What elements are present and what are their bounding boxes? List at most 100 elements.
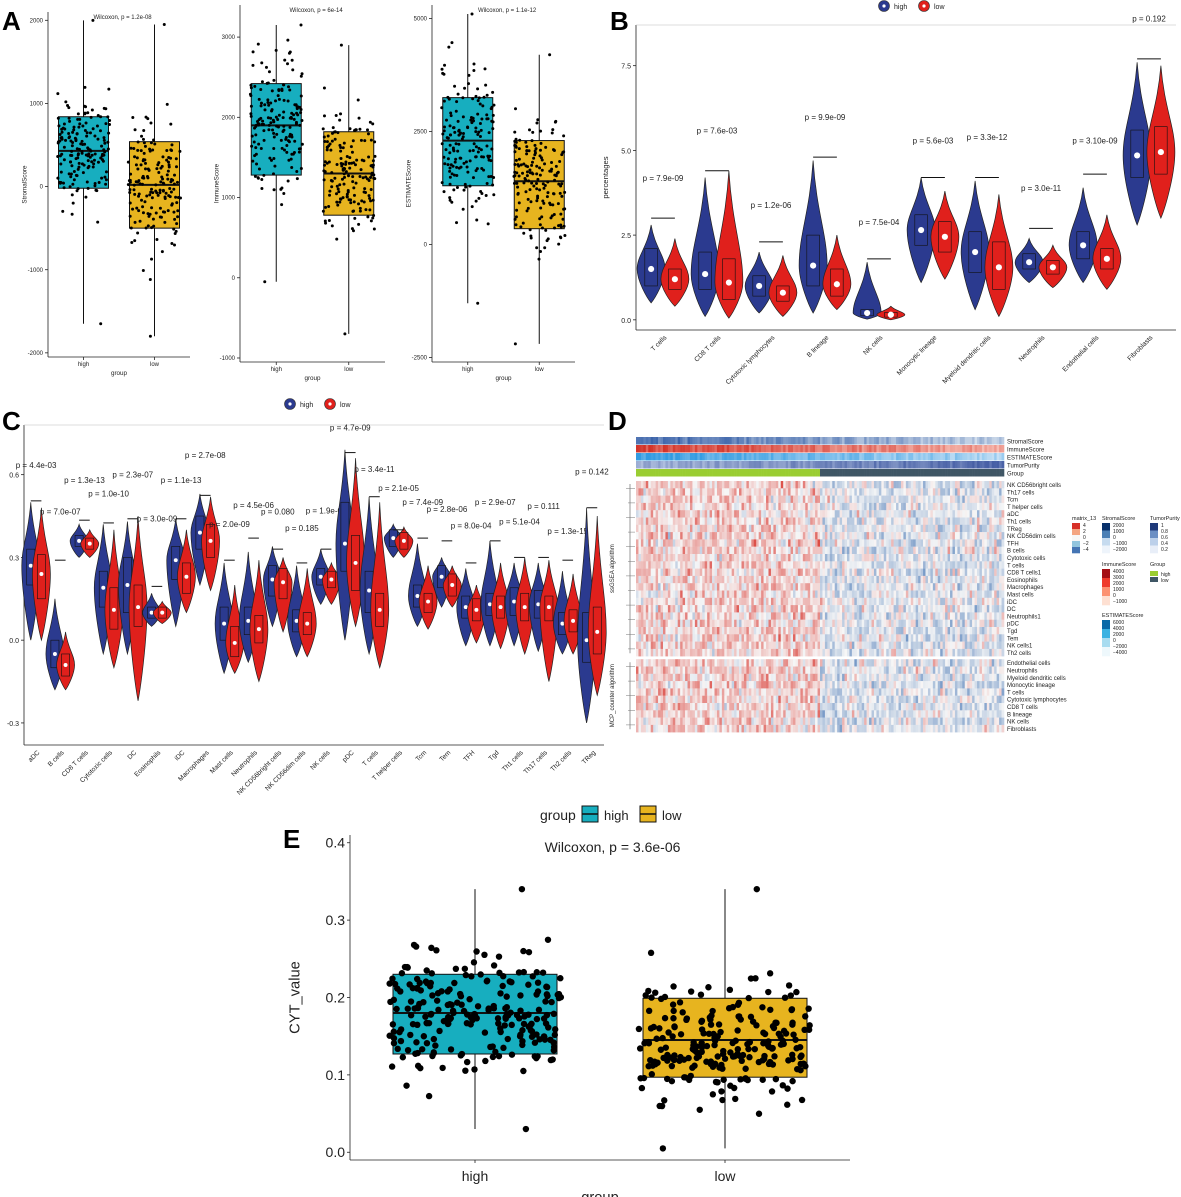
heatmap-cell xyxy=(783,546,786,555)
annotation-cell xyxy=(736,469,740,477)
heatmap-cell xyxy=(930,583,934,591)
heatmap-cell xyxy=(883,575,887,584)
heatmap-cell xyxy=(989,546,993,555)
heatmap-cell xyxy=(893,488,897,496)
data-point-low xyxy=(542,186,546,190)
heatmap-cell xyxy=(645,554,649,562)
heatmap-cell xyxy=(923,510,926,518)
annotation-cell xyxy=(915,437,919,445)
heatmap-cell xyxy=(878,539,882,547)
data-point-low xyxy=(367,194,371,198)
data-point-low xyxy=(140,198,144,202)
heatmap-cell xyxy=(741,481,745,489)
heatmap-cell xyxy=(790,495,794,504)
violin-median-high xyxy=(294,618,299,623)
heatmap-cell xyxy=(675,481,679,489)
heatmap-cell xyxy=(748,590,752,598)
annotation-cell xyxy=(660,437,664,445)
heatmap-cell xyxy=(871,590,875,598)
heatmap-cell xyxy=(712,546,715,555)
heatmap-cell xyxy=(667,524,671,533)
heatmap-cell xyxy=(736,590,740,598)
heatmap-cell xyxy=(638,554,642,562)
y-tick-label: 0 xyxy=(424,243,428,249)
heatmap-cell xyxy=(729,597,732,606)
annotation-cell xyxy=(741,469,745,477)
heatmap-cell xyxy=(915,481,919,489)
heatmap-cell xyxy=(655,575,659,584)
annotation-cell xyxy=(972,469,975,477)
heatmap-cell xyxy=(643,539,647,547)
heatmap-cell xyxy=(712,481,715,489)
data-point-high xyxy=(71,182,75,186)
heatmap-cell xyxy=(687,488,691,496)
heatmap-cell xyxy=(950,583,953,591)
violin-box-high xyxy=(806,234,820,287)
heatmap-cell xyxy=(797,495,801,504)
heatmap-cell xyxy=(989,583,993,591)
heatmap-cell xyxy=(829,590,833,598)
heatmap-cell xyxy=(795,488,799,496)
heatmap-cell xyxy=(896,495,899,504)
heatmap-cell xyxy=(962,539,966,547)
data-point-high xyxy=(290,133,294,137)
annotation-cell xyxy=(694,461,698,469)
annotation-cell xyxy=(800,469,804,477)
heatmap-cell xyxy=(979,488,983,496)
heatmap-cell xyxy=(977,510,980,518)
heatmap-cell xyxy=(974,546,978,555)
data-point-high xyxy=(263,280,267,284)
heatmap-cell xyxy=(925,568,929,577)
heatmap-cell xyxy=(913,495,916,504)
heatmap-cell xyxy=(903,554,907,562)
heatmap-cell xyxy=(996,605,1000,613)
heatmap-cell xyxy=(756,539,759,547)
annotation-cell xyxy=(940,453,943,461)
heatmap-cell xyxy=(827,502,831,511)
data-point-low xyxy=(161,210,165,214)
annotation-cell xyxy=(923,437,926,445)
heatmap-cell xyxy=(812,605,816,613)
heatmap-cell xyxy=(861,568,865,577)
heatmap-cell xyxy=(800,568,804,577)
heatmap-cell xyxy=(648,597,652,606)
legend-key-dot xyxy=(288,402,292,406)
annotation-cell xyxy=(653,461,656,469)
heatmap-cell xyxy=(721,481,725,489)
annotation-cell xyxy=(854,453,858,461)
legend-key-dot xyxy=(882,4,886,8)
annotation-cell xyxy=(829,437,833,445)
heatmap-cell xyxy=(672,488,676,496)
heatmap-cell xyxy=(805,524,809,533)
heatmap-cell xyxy=(846,532,850,540)
heatmap-cell xyxy=(942,510,946,518)
data-point-low xyxy=(539,250,543,254)
heatmap-cell xyxy=(989,488,993,496)
heatmap-cell xyxy=(981,568,985,577)
heatmap-cell xyxy=(915,517,919,525)
heatmap-cell xyxy=(714,488,718,496)
heatmap-cell xyxy=(851,568,855,577)
heatmap-cell xyxy=(950,575,953,584)
data-point-high xyxy=(256,42,260,46)
heatmap-cell xyxy=(832,488,836,496)
annotation-cell xyxy=(768,437,772,445)
heatmap-cell xyxy=(832,517,836,525)
heatmap-cell xyxy=(655,612,659,620)
annotation-cell xyxy=(866,445,870,453)
heatmap-cell xyxy=(739,539,742,547)
heatmap-cell xyxy=(817,488,821,496)
heatmap-cell xyxy=(964,583,968,591)
heatmap-cell xyxy=(741,495,745,504)
annotation-cell xyxy=(908,461,912,469)
heatmap-cell xyxy=(898,561,902,569)
heatmap-cell xyxy=(800,488,804,496)
heatmap-cell xyxy=(692,481,696,489)
heatmap-cell xyxy=(805,481,809,489)
heatmap-cell xyxy=(829,517,833,525)
heatmap-cell xyxy=(888,590,892,598)
heatmap-cell xyxy=(800,481,804,489)
heatmap-cell xyxy=(832,583,836,591)
heatmap-cell xyxy=(999,568,1002,577)
heatmap-cell xyxy=(972,517,975,525)
